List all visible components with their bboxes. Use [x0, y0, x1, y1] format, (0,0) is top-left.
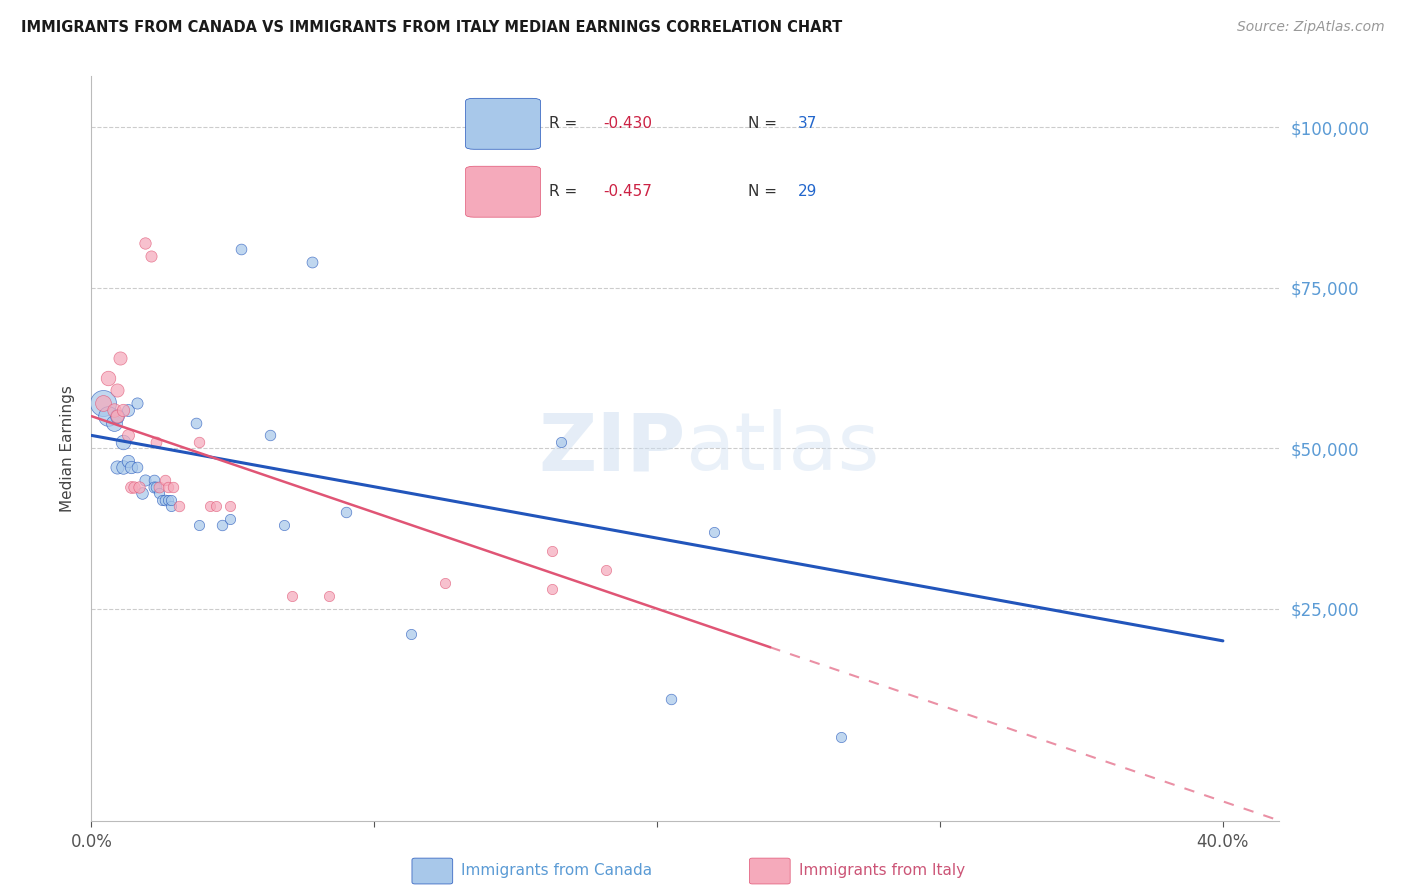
Point	[125, 460, 148, 475]
Point	[259, 428, 281, 442]
Point	[97, 370, 120, 384]
Point	[105, 409, 128, 424]
Point	[281, 589, 304, 603]
Point	[142, 480, 165, 494]
Point	[153, 473, 176, 487]
Point	[200, 499, 222, 513]
Point	[211, 518, 233, 533]
Point	[595, 563, 617, 577]
Text: Immigrants from Italy: Immigrants from Italy	[799, 863, 965, 878]
Point	[125, 396, 148, 410]
Point	[184, 416, 207, 430]
Point	[122, 480, 145, 494]
Point	[120, 480, 142, 494]
Point	[205, 499, 228, 513]
Point	[187, 434, 209, 449]
Point	[142, 473, 165, 487]
Point	[219, 499, 242, 513]
Point	[91, 396, 114, 410]
Point	[156, 492, 179, 507]
Point	[433, 576, 456, 591]
Point	[131, 486, 153, 500]
Point	[162, 480, 184, 494]
Point	[145, 480, 167, 494]
Text: atlas: atlas	[685, 409, 880, 487]
Point	[111, 460, 134, 475]
Point	[111, 434, 134, 449]
Text: ZIP: ZIP	[538, 409, 685, 487]
Point	[145, 434, 167, 449]
Point	[167, 499, 190, 513]
Point	[541, 582, 564, 597]
Point	[105, 409, 128, 424]
Point	[108, 351, 131, 366]
Point	[273, 518, 295, 533]
Text: Immigrants from Canada: Immigrants from Canada	[461, 863, 652, 878]
Point	[541, 544, 564, 558]
Point	[97, 409, 120, 424]
Point	[105, 384, 128, 398]
Point	[103, 416, 125, 430]
Point	[148, 486, 170, 500]
Point	[703, 524, 725, 539]
Y-axis label: Median Earnings: Median Earnings	[60, 384, 76, 512]
Point	[399, 627, 422, 641]
Point	[105, 460, 128, 475]
Point	[301, 255, 323, 269]
Point	[120, 460, 142, 475]
Point	[219, 512, 242, 526]
Point	[117, 402, 139, 417]
Point	[159, 492, 181, 507]
Point	[150, 492, 173, 507]
Text: Source: ZipAtlas.com: Source: ZipAtlas.com	[1237, 20, 1385, 34]
Point	[134, 235, 156, 250]
Point	[318, 589, 340, 603]
Point	[187, 518, 209, 533]
Point	[91, 396, 114, 410]
Point	[159, 499, 181, 513]
Point	[117, 454, 139, 468]
Point	[550, 434, 572, 449]
Point	[111, 402, 134, 417]
Point	[153, 492, 176, 507]
Point	[134, 473, 156, 487]
Point	[117, 428, 139, 442]
Point	[156, 480, 179, 494]
Point	[231, 242, 253, 256]
Point	[335, 505, 357, 519]
Text: IMMIGRANTS FROM CANADA VS IMMIGRANTS FROM ITALY MEDIAN EARNINGS CORRELATION CHAR: IMMIGRANTS FROM CANADA VS IMMIGRANTS FRO…	[21, 20, 842, 35]
Point	[830, 730, 852, 744]
Point	[148, 480, 170, 494]
Point	[659, 691, 682, 706]
Point	[139, 249, 162, 263]
Point	[128, 480, 150, 494]
Point	[103, 402, 125, 417]
